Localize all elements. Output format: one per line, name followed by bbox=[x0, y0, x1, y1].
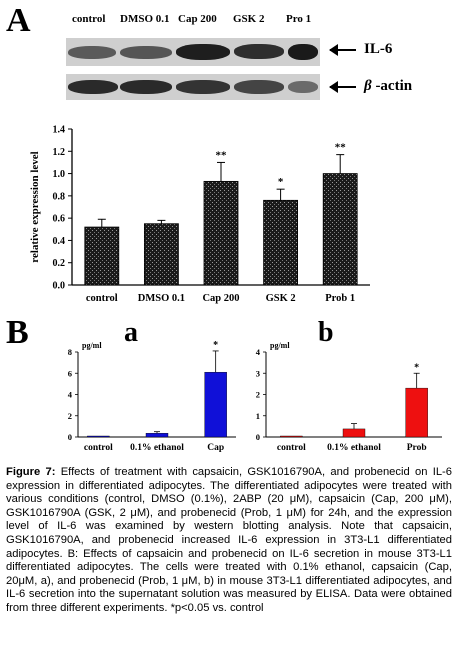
bar-control bbox=[87, 435, 110, 438]
lane-label-gsk: GSK 2 bbox=[233, 13, 265, 25]
x-tick-label: Cap bbox=[207, 443, 224, 453]
bar-prob-1 bbox=[322, 173, 358, 286]
bar-0-1-ethanol bbox=[342, 428, 366, 438]
bar-0-1-ethanol bbox=[145, 433, 169, 438]
y-tick-label: 2 bbox=[256, 390, 260, 400]
x-tick-label: GSK 2 bbox=[266, 293, 296, 304]
lane-label-control: control bbox=[72, 13, 106, 25]
chart-elisa-capsaicin: pg/ml 0 2 4 6 8 control 0.1% ethanol * Cap bbox=[68, 340, 236, 453]
significance-marker: * bbox=[278, 176, 284, 188]
y-tick-label: 4 bbox=[256, 347, 261, 357]
y-tick-label: 0.2 bbox=[53, 258, 66, 269]
il6-arrow-line bbox=[330, 49, 356, 51]
il6-blot-image bbox=[66, 38, 320, 66]
bar-control bbox=[280, 435, 303, 438]
actin-label: β -actin bbox=[364, 78, 412, 95]
y-tick-label: 0.6 bbox=[53, 214, 66, 225]
il6-arrow-icon bbox=[329, 44, 338, 56]
y-axis-unit-label: pg/ml bbox=[82, 341, 102, 350]
y-axis-unit-label: pg/ml bbox=[270, 341, 290, 350]
y-tick-label: 3 bbox=[256, 368, 260, 378]
figure-caption: Figure 7: Effects of treatment with caps… bbox=[6, 466, 452, 616]
panel-b-letter: B bbox=[6, 314, 29, 351]
y-tick-label: 0.4 bbox=[53, 236, 66, 247]
actin-text: -actin bbox=[371, 78, 413, 94]
x-tick-label: DMSO 0.1 bbox=[138, 293, 185, 304]
y-tick-label: 1.4 bbox=[53, 125, 66, 136]
y-tick-label: 0 bbox=[256, 432, 260, 442]
y-tick-label: 1.0 bbox=[53, 169, 66, 180]
bar-gsk-2 bbox=[263, 199, 299, 286]
y-tick-label: 1 bbox=[256, 411, 260, 421]
y-axis-label: relative expression level bbox=[29, 151, 41, 262]
y-tick-label: 0 bbox=[68, 432, 72, 442]
beta-symbol: β bbox=[364, 78, 372, 94]
y-tick-label: 8 bbox=[68, 347, 72, 357]
sub-panel-a-letter: a bbox=[124, 317, 138, 348]
x-tick-label: Cap 200 bbox=[202, 293, 239, 304]
chart-elisa-probenecid: pg/ml 0 1 2 3 4 control 0.1% ethanol * Prob bbox=[256, 341, 442, 453]
panel-a-letter: A bbox=[6, 2, 31, 39]
bar-control bbox=[84, 226, 120, 286]
y-tick-label: 0.0 bbox=[53, 281, 66, 292]
bar-dmso-0-1 bbox=[143, 223, 179, 286]
x-tick-label: control bbox=[277, 443, 306, 453]
actin-arrow-line bbox=[330, 86, 356, 88]
y-tick-label: 1.2 bbox=[53, 147, 66, 158]
chart-relative-expression: 0.0 0.2 0.4 0.6 0.8 1.0 1.2 1.4 relative express… bbox=[29, 125, 370, 304]
il6-label: IL-6 bbox=[364, 41, 393, 57]
bar-cap bbox=[204, 371, 227, 438]
actin-blot-image bbox=[66, 74, 320, 100]
x-tick-label: Prob 1 bbox=[325, 293, 355, 304]
lane-label-dmso: DMSO 0.1 bbox=[120, 13, 170, 25]
significance-marker: * bbox=[213, 340, 218, 351]
x-tick-label: control bbox=[84, 443, 113, 453]
figure-number: Figure 7: bbox=[6, 466, 56, 478]
lane-label-pro: Pro 1 bbox=[286, 13, 312, 25]
bar-prob bbox=[405, 387, 428, 438]
significance-marker: * bbox=[414, 362, 419, 373]
lane-label-cap: Cap 200 bbox=[178, 13, 217, 25]
sub-panel-b-letter: b bbox=[318, 317, 334, 348]
y-tick-label: 4 bbox=[68, 390, 73, 400]
x-tick-label: 0.1% ethanol bbox=[327, 443, 381, 453]
significance-marker: ** bbox=[216, 149, 228, 161]
actin-arrow-icon bbox=[329, 81, 338, 93]
significance-marker: ** bbox=[335, 142, 347, 154]
caption-text: Effects of treatment with capsaicin, GSK… bbox=[6, 466, 452, 614]
y-tick-label: 2 bbox=[68, 411, 72, 421]
x-tick-label: control bbox=[86, 293, 118, 304]
x-tick-label: 0.1% ethanol bbox=[130, 443, 184, 453]
y-tick-label: 0.8 bbox=[53, 191, 66, 202]
x-tick-label: Prob bbox=[407, 443, 427, 453]
bar-cap-200 bbox=[203, 180, 239, 286]
y-tick-label: 6 bbox=[68, 368, 72, 378]
